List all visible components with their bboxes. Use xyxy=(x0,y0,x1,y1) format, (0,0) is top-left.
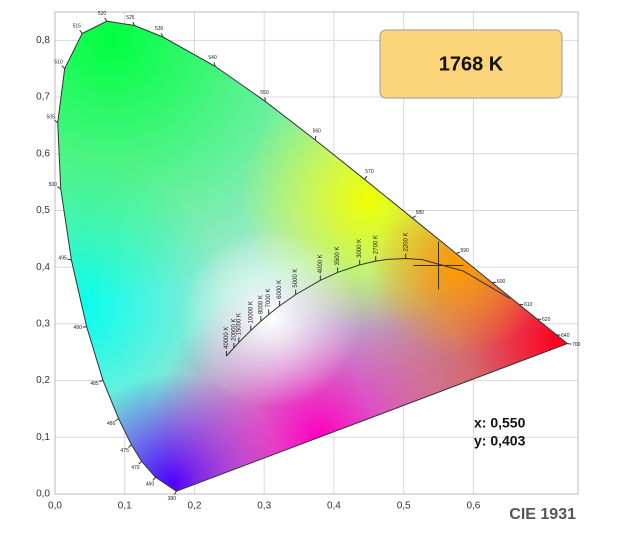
wavelength-tick xyxy=(152,476,156,481)
wavelength-label: 490 xyxy=(74,325,83,331)
cct-label: 3500 K xyxy=(335,246,341,265)
cct-label: 15000 K xyxy=(236,313,242,335)
cct-label: 4000 K xyxy=(318,254,324,273)
plot-frame xyxy=(54,11,579,495)
wavelength-label: 515 xyxy=(73,24,82,30)
wavelength-label: 470 xyxy=(131,465,140,471)
wavelength-tick xyxy=(314,135,317,140)
x-tick-label: 0,6 xyxy=(466,501,480,512)
x-tick-label: 0,4 xyxy=(327,501,341,512)
wavelength-label: 505 xyxy=(47,114,56,120)
wavelength-tick xyxy=(132,21,136,26)
wavelength-label: 640 xyxy=(561,333,570,339)
wavelength-label: 500 xyxy=(49,182,58,188)
wavelength-label: 475 xyxy=(121,448,130,454)
y-tick-label: 0,0 xyxy=(36,489,50,500)
x-tick-label: 0,5 xyxy=(397,501,411,512)
cct-label: 2200 K xyxy=(403,233,409,252)
y-tick-label: 0,3 xyxy=(36,319,50,330)
wavelength-tick xyxy=(455,251,461,254)
wavelength-label: 460 xyxy=(146,482,155,488)
wavelength-label: 620 xyxy=(542,317,551,323)
cct-label: 3000 K xyxy=(357,239,363,258)
wavelength-label: 700 xyxy=(572,342,581,348)
wavelength-tick xyxy=(213,62,216,67)
x-tick-label: 0,2 xyxy=(188,501,202,512)
x-tick-label: 0,1 xyxy=(118,501,132,512)
wavelength-label: 540 xyxy=(208,55,217,61)
y-tick-label: 0,1 xyxy=(36,432,50,443)
wavelength-label: 600 xyxy=(497,279,506,285)
wavelength-label: 480 xyxy=(107,421,116,427)
wavelength-tick xyxy=(61,65,66,69)
cct-label: 5000 K xyxy=(293,269,299,288)
wavelength-label: 495 xyxy=(58,255,67,261)
wavelength-label: 610 xyxy=(524,302,533,308)
y-tick-label: 0,7 xyxy=(36,92,50,103)
y-tick-label: 0,4 xyxy=(36,262,50,273)
footer: CIE 1931 xyxy=(509,506,576,523)
wavelength-label: 380 xyxy=(168,496,177,502)
wavelength-tick xyxy=(54,119,59,124)
wavelength-tick xyxy=(138,460,142,465)
title-box xyxy=(379,29,563,99)
cct-label: 10000 K xyxy=(248,301,254,323)
y-tick-label: 0,2 xyxy=(36,375,50,386)
wavelength-tick xyxy=(115,418,119,422)
wavelength-tick xyxy=(99,379,104,383)
chart-title: 1768 K xyxy=(439,53,504,75)
wavelength-label: 590 xyxy=(461,248,470,254)
wavelength-tick xyxy=(56,186,61,190)
wavelength-label: 570 xyxy=(365,169,374,175)
wavelength-label: 530 xyxy=(155,26,164,32)
wavelength-label: 580 xyxy=(416,210,425,216)
cct-label: 6000 K xyxy=(277,280,283,299)
cct-label: 2700 K xyxy=(373,235,379,254)
wavelength-label: 520 xyxy=(98,11,107,17)
cct-label: 40000 K xyxy=(224,327,230,349)
wavelength-tick xyxy=(567,343,572,345)
wavelength-label: 510 xyxy=(54,59,63,65)
wavelength-tick xyxy=(173,490,177,495)
cct-label: 8000 K xyxy=(258,295,264,314)
wavelength-label: 525 xyxy=(126,15,135,21)
wavelength-tick xyxy=(128,444,132,448)
wavelength-label: 485 xyxy=(90,381,99,387)
wavelength-label: 560 xyxy=(313,128,322,134)
wavelength-tick xyxy=(67,258,72,261)
x-tick-label: 0,3 xyxy=(257,501,271,512)
wavelength-tick xyxy=(79,30,83,34)
marks: 380 460 470 475 480 485 490 495 500 505 510 515 520 5… xyxy=(47,11,581,502)
wavelength-tick xyxy=(104,17,108,22)
wavelength-label: 550 xyxy=(260,90,269,96)
y-tick-label: 0,8 xyxy=(36,35,50,46)
point-x-label: x: 0,550 xyxy=(474,415,526,431)
x-tick-label: 0,0 xyxy=(48,501,62,512)
wavelength-tick xyxy=(412,215,416,219)
cct-label: 20000 K xyxy=(231,319,237,341)
point-y-label: y: 0,403 xyxy=(474,433,526,449)
y-tick-label: 0,6 xyxy=(36,148,50,159)
wavelength-tick xyxy=(364,175,368,180)
cct-label: 7000 K xyxy=(266,288,272,307)
y-tick-label: 0,5 xyxy=(36,205,50,216)
wavelength-tick xyxy=(160,33,164,38)
